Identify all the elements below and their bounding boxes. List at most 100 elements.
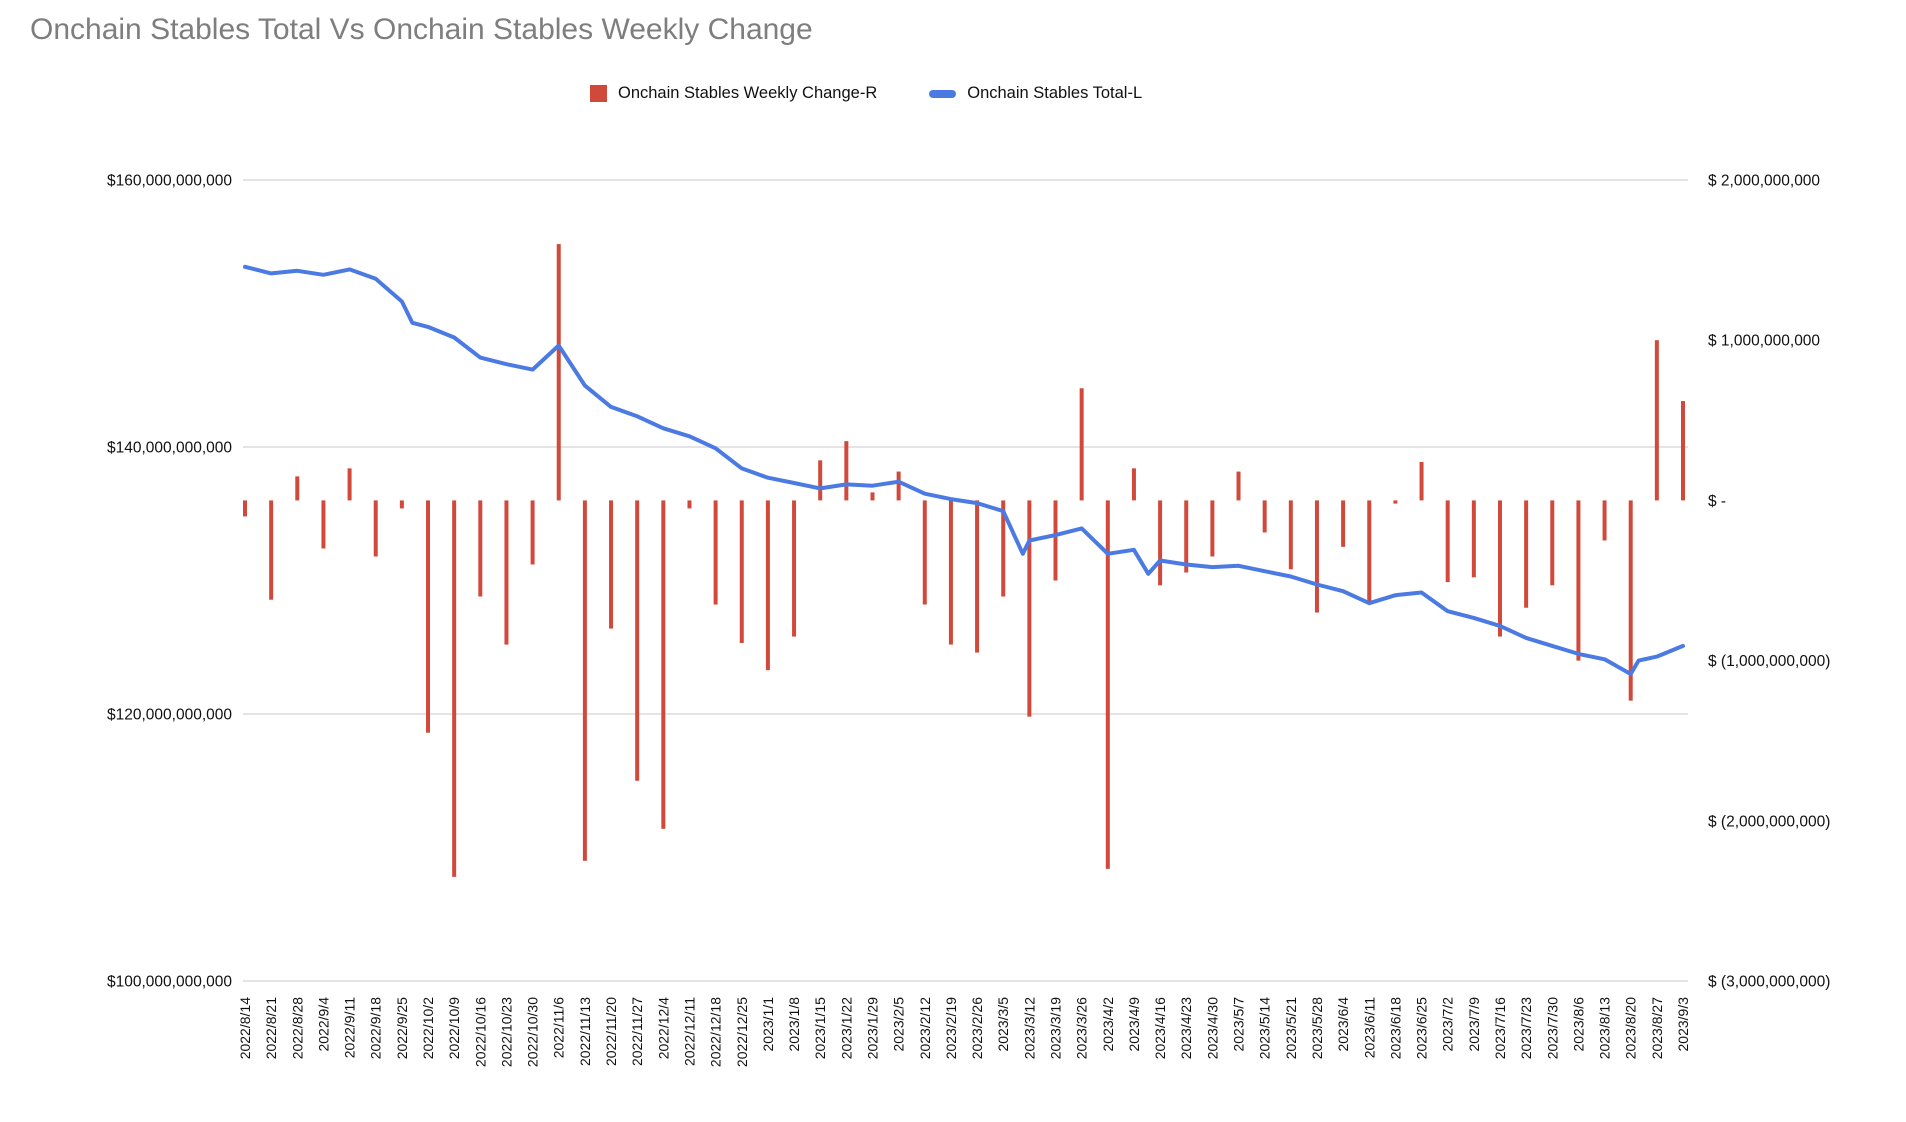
weekly-change-bar: [1262, 500, 1267, 533]
x-axis-tick-label: 2022/9/4: [315, 997, 331, 1052]
x-axis-tick-label: 2023/6/18: [1387, 997, 1403, 1059]
x-axis-tick-label: 2023/1/15: [812, 997, 828, 1059]
x-axis-tick-label: 2022/11/20: [603, 997, 619, 1066]
legend-label-total: Onchain Stables Total-L: [967, 84, 1143, 102]
x-axis-tick-label: 2023/7/2: [1440, 997, 1456, 1052]
weekly-change-bar: [975, 500, 980, 653]
gridlines-group: [243, 179, 1688, 982]
weekly-change-bar: [452, 500, 457, 877]
right-axis-tick-label: $ (1,000,000,000): [1708, 653, 1830, 670]
x-axis-tick-label: 2023/3/26: [1074, 997, 1090, 1059]
x-axis-tick-label: 2023/3/5: [995, 997, 1011, 1052]
weekly-change-bar: [399, 500, 404, 509]
weekly-change-bar: [896, 471, 901, 501]
x-axis-tick-label: 2023/4/30: [1204, 997, 1220, 1059]
legend-item-total: Onchain Stables Total-L: [929, 84, 1142, 103]
x-axis-tick-label: 2023/7/23: [1518, 997, 1534, 1059]
right-axis-tick-label: $ 1,000,000,000: [1708, 333, 1820, 350]
x-axis-tick-label: 2023/2/26: [969, 997, 985, 1059]
legend-label-weekly-change: Onchain Stables Weekly Change-R: [618, 84, 878, 102]
x-axis-tick-label: 2023/1/22: [838, 997, 854, 1059]
weekly-change-bar: [713, 500, 718, 605]
total-line: [243, 264, 1685, 676]
weekly-change-bar: [661, 500, 666, 829]
legend: Onchain Stables Weekly Change-R Onchain …: [590, 84, 1142, 103]
weekly-change-bar: [1550, 500, 1555, 586]
x-axis-tick-label: 2023/8/6: [1570, 997, 1586, 1052]
x-axis-tick-label: 2022/10/30: [525, 997, 541, 1067]
right-axis-labels-group: $ 2,000,000,000 $ 1,000,000,000 $ - $ (1,00…: [1708, 173, 1830, 991]
weekly-change-bar: [844, 441, 849, 501]
weekly-change-bar: [530, 500, 535, 565]
weekly-change-bar: [870, 492, 875, 501]
weekly-change-bar: [818, 460, 823, 501]
x-axis-tick-label: 2022/12/4: [655, 997, 671, 1059]
chart-title: Onchain Stables Total Vs Onchain Stables…: [30, 13, 813, 46]
x-axis-tick-label: 2022/12/25: [734, 997, 750, 1067]
x-axis-tick-label: 2022/8/14: [237, 997, 253, 1059]
legend-swatch-total-icon: [929, 89, 957, 98]
x-axis-tick-label: 2023/1/1: [760, 997, 776, 1052]
x-axis-tick-label: 2022/10/16: [472, 997, 488, 1067]
x-axis-tick-label: 2023/7/9: [1466, 997, 1482, 1052]
weekly-change-bar: [1314, 500, 1319, 613]
x-axis-tick-label: 2022/9/18: [368, 997, 384, 1059]
x-axis-tick-label: 2022/10/23: [498, 997, 514, 1067]
x-axis-tick-label: 2023/5/21: [1283, 997, 1299, 1059]
x-axis-tick-label: 2022/10/9: [446, 997, 462, 1059]
weekly-change-bar: [739, 500, 744, 643]
x-axis-tick-label: 2023/2/12: [917, 997, 933, 1059]
x-axis-tick-label: 2023/8/13: [1597, 997, 1613, 1059]
weekly-change-bar: [1053, 500, 1058, 581]
weekly-change-bar: [1524, 500, 1529, 608]
x-axis-tick-label: 2022/11/27: [629, 997, 645, 1066]
x-axis-tick-label: 2023/7/30: [1544, 997, 1560, 1059]
weekly-change-bar: [1445, 500, 1450, 583]
weekly-change-bar: [1497, 500, 1502, 637]
weekly-change-bar: [1158, 500, 1163, 586]
legend-swatch-weekly-change-icon: [590, 85, 607, 102]
weekly-change-bar: [922, 500, 927, 605]
x-axis-tick-label: 2023/6/11: [1361, 997, 1377, 1058]
x-axis-tick-label: 2023/7/16: [1492, 997, 1508, 1059]
x-axis-tick-label: 2022/12/18: [708, 997, 724, 1067]
x-axis-tick-label: 2022/8/28: [289, 997, 305, 1059]
weekly-change-bar: [1419, 461, 1424, 501]
weekly-change-bar: [373, 500, 378, 557]
weekly-change-bar: [609, 500, 614, 629]
weekly-change-bar: [269, 500, 274, 600]
weekly-change-bars-group: [243, 244, 1685, 877]
weekly-change-bar: [1471, 500, 1476, 578]
x-axis-tick-label: 2023/8/20: [1623, 997, 1639, 1059]
x-axis-tick-label: 2022/8/21: [263, 997, 279, 1059]
x-axis-tick-label: 2023/4/23: [1178, 997, 1194, 1059]
weekly-change-bar: [1681, 401, 1685, 501]
weekly-change-bar: [765, 500, 770, 671]
x-axis-tick-label: 2022/10/2: [420, 997, 436, 1059]
left-axis-tick-label: $120,000,000,000: [107, 707, 232, 724]
x-axis-tick-label: 2022/11/13: [577, 997, 593, 1066]
x-axis-tick-label: 2023/5/28: [1309, 997, 1325, 1059]
weekly-change-bar: [1105, 500, 1110, 869]
weekly-change-bar: [1184, 500, 1189, 573]
weekly-change-bar: [1654, 340, 1659, 501]
x-axis-tick-label: 2023/8/27: [1649, 997, 1665, 1059]
x-axis-tick-label: 2023/3/12: [1021, 997, 1037, 1059]
weekly-change-bar: [1236, 471, 1241, 501]
weekly-change-bar: [1628, 500, 1633, 701]
x-axis-tick-label: 2023/6/4: [1335, 997, 1351, 1052]
x-axis-tick-label: 2023/4/2: [1100, 997, 1116, 1052]
x-axis-tick-label: 2023/1/29: [864, 997, 880, 1059]
weekly-change-bar: [687, 500, 692, 509]
weekly-change-bar: [478, 500, 483, 597]
left-axis-tick-label: $140,000,000,000: [107, 440, 232, 457]
x-axis-tick-label: 2023/3/19: [1048, 997, 1064, 1059]
right-axis-tick-label: $ -: [1708, 493, 1726, 510]
weekly-change-bar: [1341, 500, 1346, 547]
weekly-change-bar: [1131, 468, 1136, 501]
weekly-change-bar: [426, 500, 431, 733]
x-axis-tick-label: 2022/9/25: [394, 997, 410, 1059]
weekly-change-bar: [295, 476, 300, 501]
